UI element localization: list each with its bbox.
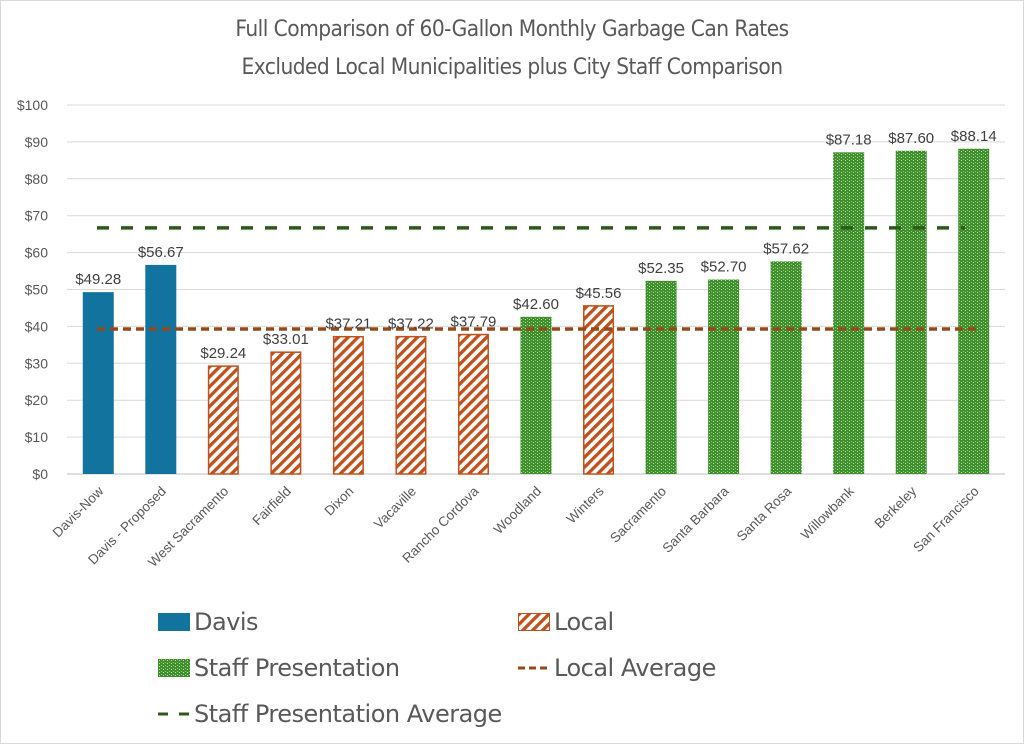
x-tick-label: San Francisco: [910, 484, 982, 556]
x-tick-label: Sacramento: [607, 484, 669, 546]
data-label: $52.70: [701, 259, 747, 276]
legend-label-davis: Davis: [194, 608, 259, 636]
data-label: $33.01: [263, 331, 309, 348]
bar-woodland: [520, 316, 552, 474]
legend-item-staff-presentation[interactable]: Staff Presentation: [158, 654, 400, 682]
data-label: $42.60: [513, 296, 559, 313]
bar-davis-proposed: [145, 264, 177, 474]
legend-swatch-local-average: [518, 666, 550, 670]
data-label: $52.35: [638, 260, 684, 277]
y-tick-label: $100: [17, 97, 48, 113]
x-tick-label: Davis-Now: [50, 483, 107, 540]
y-tick-label: $10: [25, 429, 49, 445]
y-tick-label: $90: [25, 134, 49, 150]
legend-swatch-staff-presentation: [158, 659, 190, 677]
y-tick-label: $40: [25, 318, 49, 334]
legend-item-local-average[interactable]: Local Average: [518, 654, 716, 682]
legend-item-davis[interactable]: Davis: [158, 608, 259, 636]
bar-davis-now: [82, 292, 114, 474]
legend-label-staff-presentation: Staff Presentation: [194, 654, 400, 682]
data-label: $37.21: [325, 316, 371, 333]
y-tick-label: $80: [25, 171, 49, 187]
y-tick-label: $60: [25, 245, 49, 261]
data-label: $57.62: [763, 240, 809, 257]
legend-label-local-average: Local Average: [554, 654, 716, 682]
x-tick-label: Fairfield: [249, 484, 294, 529]
chart-plot: $0 $10 $20 $30 $40 $50 $60 $70 $80 $90 $100 $49.28…: [17, 97, 1005, 570]
y-tick-label: $70: [25, 208, 49, 224]
y-axis-ticks: $0 $10 $20 $30 $40 $50 $60 $70 $80 $90 $100: [17, 97, 48, 482]
bar-winters: [583, 305, 615, 475]
x-tick-label: Winters: [564, 483, 607, 526]
data-label: $37.79: [451, 314, 497, 331]
bar-west-sacramento: [207, 365, 239, 475]
chart-subtitle: Excluded Local Municipalities plus City …: [241, 55, 784, 80]
x-tick-label: Vacaville: [371, 484, 419, 532]
x-tick-label: Santa Rosa: [734, 483, 795, 544]
data-label: $45.56: [576, 285, 622, 302]
bar-fairfield: [270, 351, 302, 475]
data-label: $88.14: [951, 128, 997, 145]
data-label: $87.60: [888, 130, 934, 147]
data-label: $87.18: [826, 131, 872, 148]
x-tick-label: Woodland: [491, 484, 544, 537]
y-tick-label: $30: [25, 355, 49, 371]
x-tick-label: Willowbank: [798, 483, 857, 542]
bar-san-francisco: [958, 148, 990, 474]
data-label: $56.67: [138, 244, 184, 261]
average-lines: [97, 226, 977, 331]
legend-swatch-local: [518, 613, 550, 631]
bar-santa-barbara: [708, 279, 740, 474]
bars: [82, 148, 990, 475]
legend-swatch-davis: [158, 613, 190, 631]
data-label: $29.24: [200, 345, 246, 362]
legend-label-staff-presentation-average: Staff Presentation Average: [194, 700, 502, 728]
bar-dixon: [332, 335, 364, 475]
bar-sacramento: [645, 280, 677, 474]
data-label: $49.28: [75, 271, 121, 288]
bar-willowbank: [833, 152, 865, 475]
bar-berkeley: [895, 150, 927, 475]
x-tick-label: Dixon: [322, 484, 357, 519]
legend-swatch-staff-presentation-average: [158, 712, 190, 716]
y-tick-label: $20: [25, 392, 49, 408]
data-label: $37.22: [388, 316, 434, 333]
x-tick-label: Santa Barbara: [660, 483, 733, 556]
chart-title: Full Comparison of 60-Gallon Monthly Gar…: [235, 17, 789, 42]
legend-label-local: Local: [554, 608, 614, 636]
data-labels: $49.28 $56.67 $29.24 $33.01 $37.21 $37.22 $37.…: [75, 128, 996, 362]
y-tick-label: $0: [32, 466, 48, 482]
bar-vacaville: [395, 335, 427, 475]
legend-item-staff-presentation-average[interactable]: Staff Presentation Average: [158, 700, 502, 728]
y-tick-label: $50: [25, 282, 49, 298]
x-tick-label: Berkeley: [872, 483, 920, 531]
legend-item-local[interactable]: Local: [518, 608, 614, 636]
bar-santa-rosa: [770, 261, 802, 474]
bar-rancho-cordova: [457, 333, 489, 475]
